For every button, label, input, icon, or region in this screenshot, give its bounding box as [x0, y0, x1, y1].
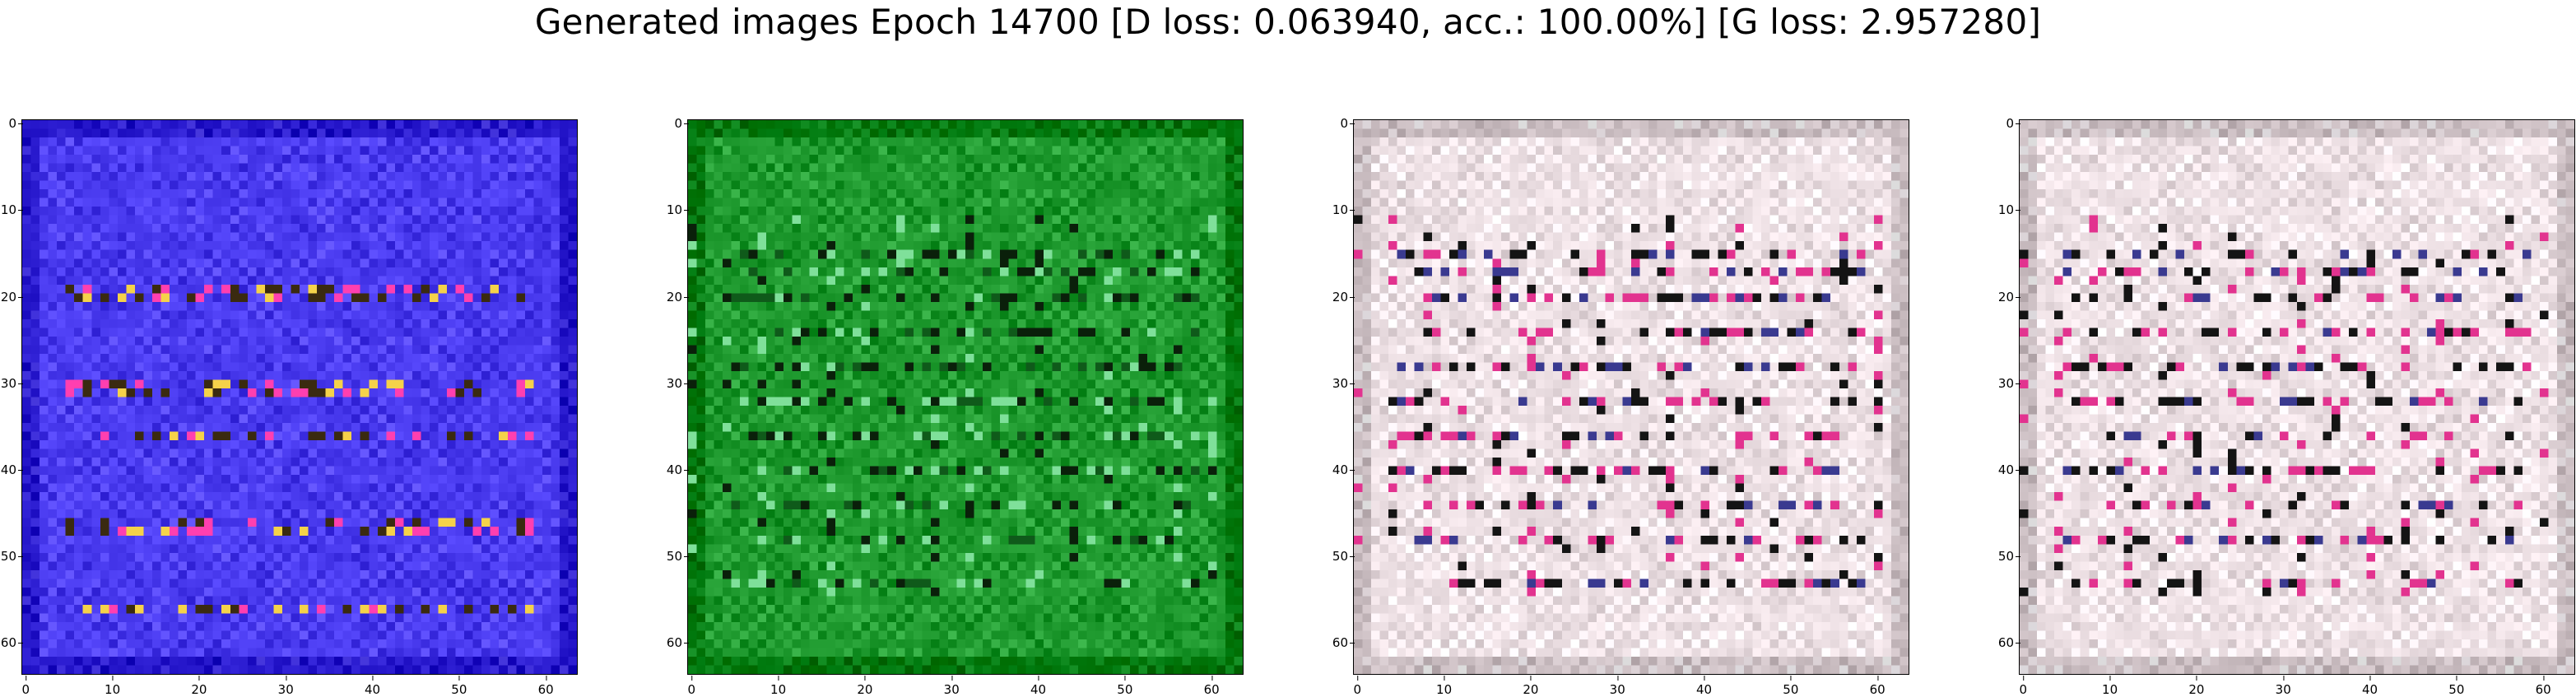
y-tick-label: 0 — [674, 116, 689, 132]
y-tick-label: 50 — [666, 549, 690, 565]
y-tick-label: 30 — [666, 375, 690, 391]
y-tick-label: 50 — [1332, 549, 1355, 565]
figure-title: Generated images Epoch 14700 [D loss: 0.… — [534, 2, 2042, 42]
image-pixels-1 — [22, 120, 577, 674]
y-tick-label: 60 — [1332, 635, 1355, 651]
x-tick-label: 20 — [2188, 676, 2205, 697]
x-tick-label: 10 — [1436, 676, 1453, 697]
x-tick-label: 0 — [21, 676, 30, 697]
x-tick-label: 30 — [1609, 676, 1625, 697]
y-tick-label: 40 — [1332, 462, 1355, 477]
image-panel-2: 0 0 10 10 20 20 30 30 40 40 50 50 60 60 — [667, 116, 1244, 697]
x-tick-label: 30 — [277, 676, 294, 697]
generated-image-1 — [21, 119, 578, 675]
image-panel-3: 0 0 10 10 20 20 30 30 40 40 50 50 60 60 — [1332, 116, 1909, 697]
y-tick-label: 60 — [666, 635, 690, 651]
y-tick-label: 50 — [0, 549, 24, 565]
y-tick-label: 10 — [1997, 202, 2021, 218]
x-tick-label: 60 — [537, 676, 554, 697]
x-tick-label: 50 — [1117, 676, 1133, 697]
x-tick-label: 60 — [1869, 676, 1886, 697]
x-tick-label: 20 — [1523, 676, 1539, 697]
x-tick-label: 30 — [2275, 676, 2291, 697]
x-tick-label: 50 — [1783, 676, 1799, 697]
y-tick-label: 30 — [0, 375, 24, 391]
image-panel-4: 0 0 10 10 20 20 30 30 40 40 50 50 60 60 — [1998, 116, 2575, 697]
y-tick-label: 0 — [1340, 116, 1355, 132]
generated-image-3 — [1353, 119, 1909, 675]
x-tick-label: 50 — [451, 676, 467, 697]
y-tick-label: 20 — [1332, 289, 1355, 304]
y-tick-label: 10 — [666, 202, 690, 218]
x-tick-label: 30 — [943, 676, 960, 697]
y-tick-label: 60 — [1997, 635, 2021, 651]
x-tick-label: 60 — [1203, 676, 1220, 697]
x-tick-label: 40 — [2361, 676, 2378, 697]
x-tick-label: 20 — [857, 676, 873, 697]
y-tick-label: 0 — [8, 116, 23, 132]
y-tick-label: 40 — [0, 462, 24, 477]
generated-image-4 — [2019, 119, 2575, 675]
y-tick-label: 30 — [1332, 375, 1355, 391]
y-tick-label: 60 — [0, 635, 24, 651]
image-panel-1: 0 0 10 10 20 20 30 30 40 40 50 50 60 60 — [1, 116, 578, 697]
x-tick-label: 50 — [2448, 676, 2465, 697]
y-tick-label: 50 — [1997, 549, 2021, 565]
image-pixels-3 — [1354, 120, 1909, 674]
x-tick-label: 40 — [1030, 676, 1047, 697]
y-tick-label: 40 — [666, 462, 690, 477]
x-tick-label: 60 — [2535, 676, 2551, 697]
x-tick-label: 10 — [770, 676, 787, 697]
x-tick-label: 20 — [191, 676, 207, 697]
image-pixels-2 — [688, 120, 1243, 674]
x-tick-label: 40 — [364, 676, 381, 697]
y-tick-label: 20 — [666, 289, 690, 304]
x-tick-label: 10 — [2102, 676, 2118, 697]
x-tick-label: 0 — [1353, 676, 1362, 697]
generated-image-2 — [687, 119, 1244, 675]
y-tick-label: 0 — [2006, 116, 2020, 132]
x-tick-label: 0 — [687, 676, 696, 697]
y-tick-label: 20 — [0, 289, 24, 304]
y-tick-label: 10 — [0, 202, 24, 218]
x-tick-label: 40 — [1695, 676, 1713, 697]
x-tick-label: 10 — [105, 676, 121, 697]
x-tick-label: 0 — [2019, 676, 2028, 697]
y-tick-label: 30 — [1997, 375, 2021, 391]
y-tick-label: 20 — [1997, 289, 2021, 304]
image-pixels-4 — [2020, 120, 2574, 674]
y-tick-label: 10 — [1332, 202, 1355, 218]
y-tick-label: 40 — [1997, 462, 2021, 477]
